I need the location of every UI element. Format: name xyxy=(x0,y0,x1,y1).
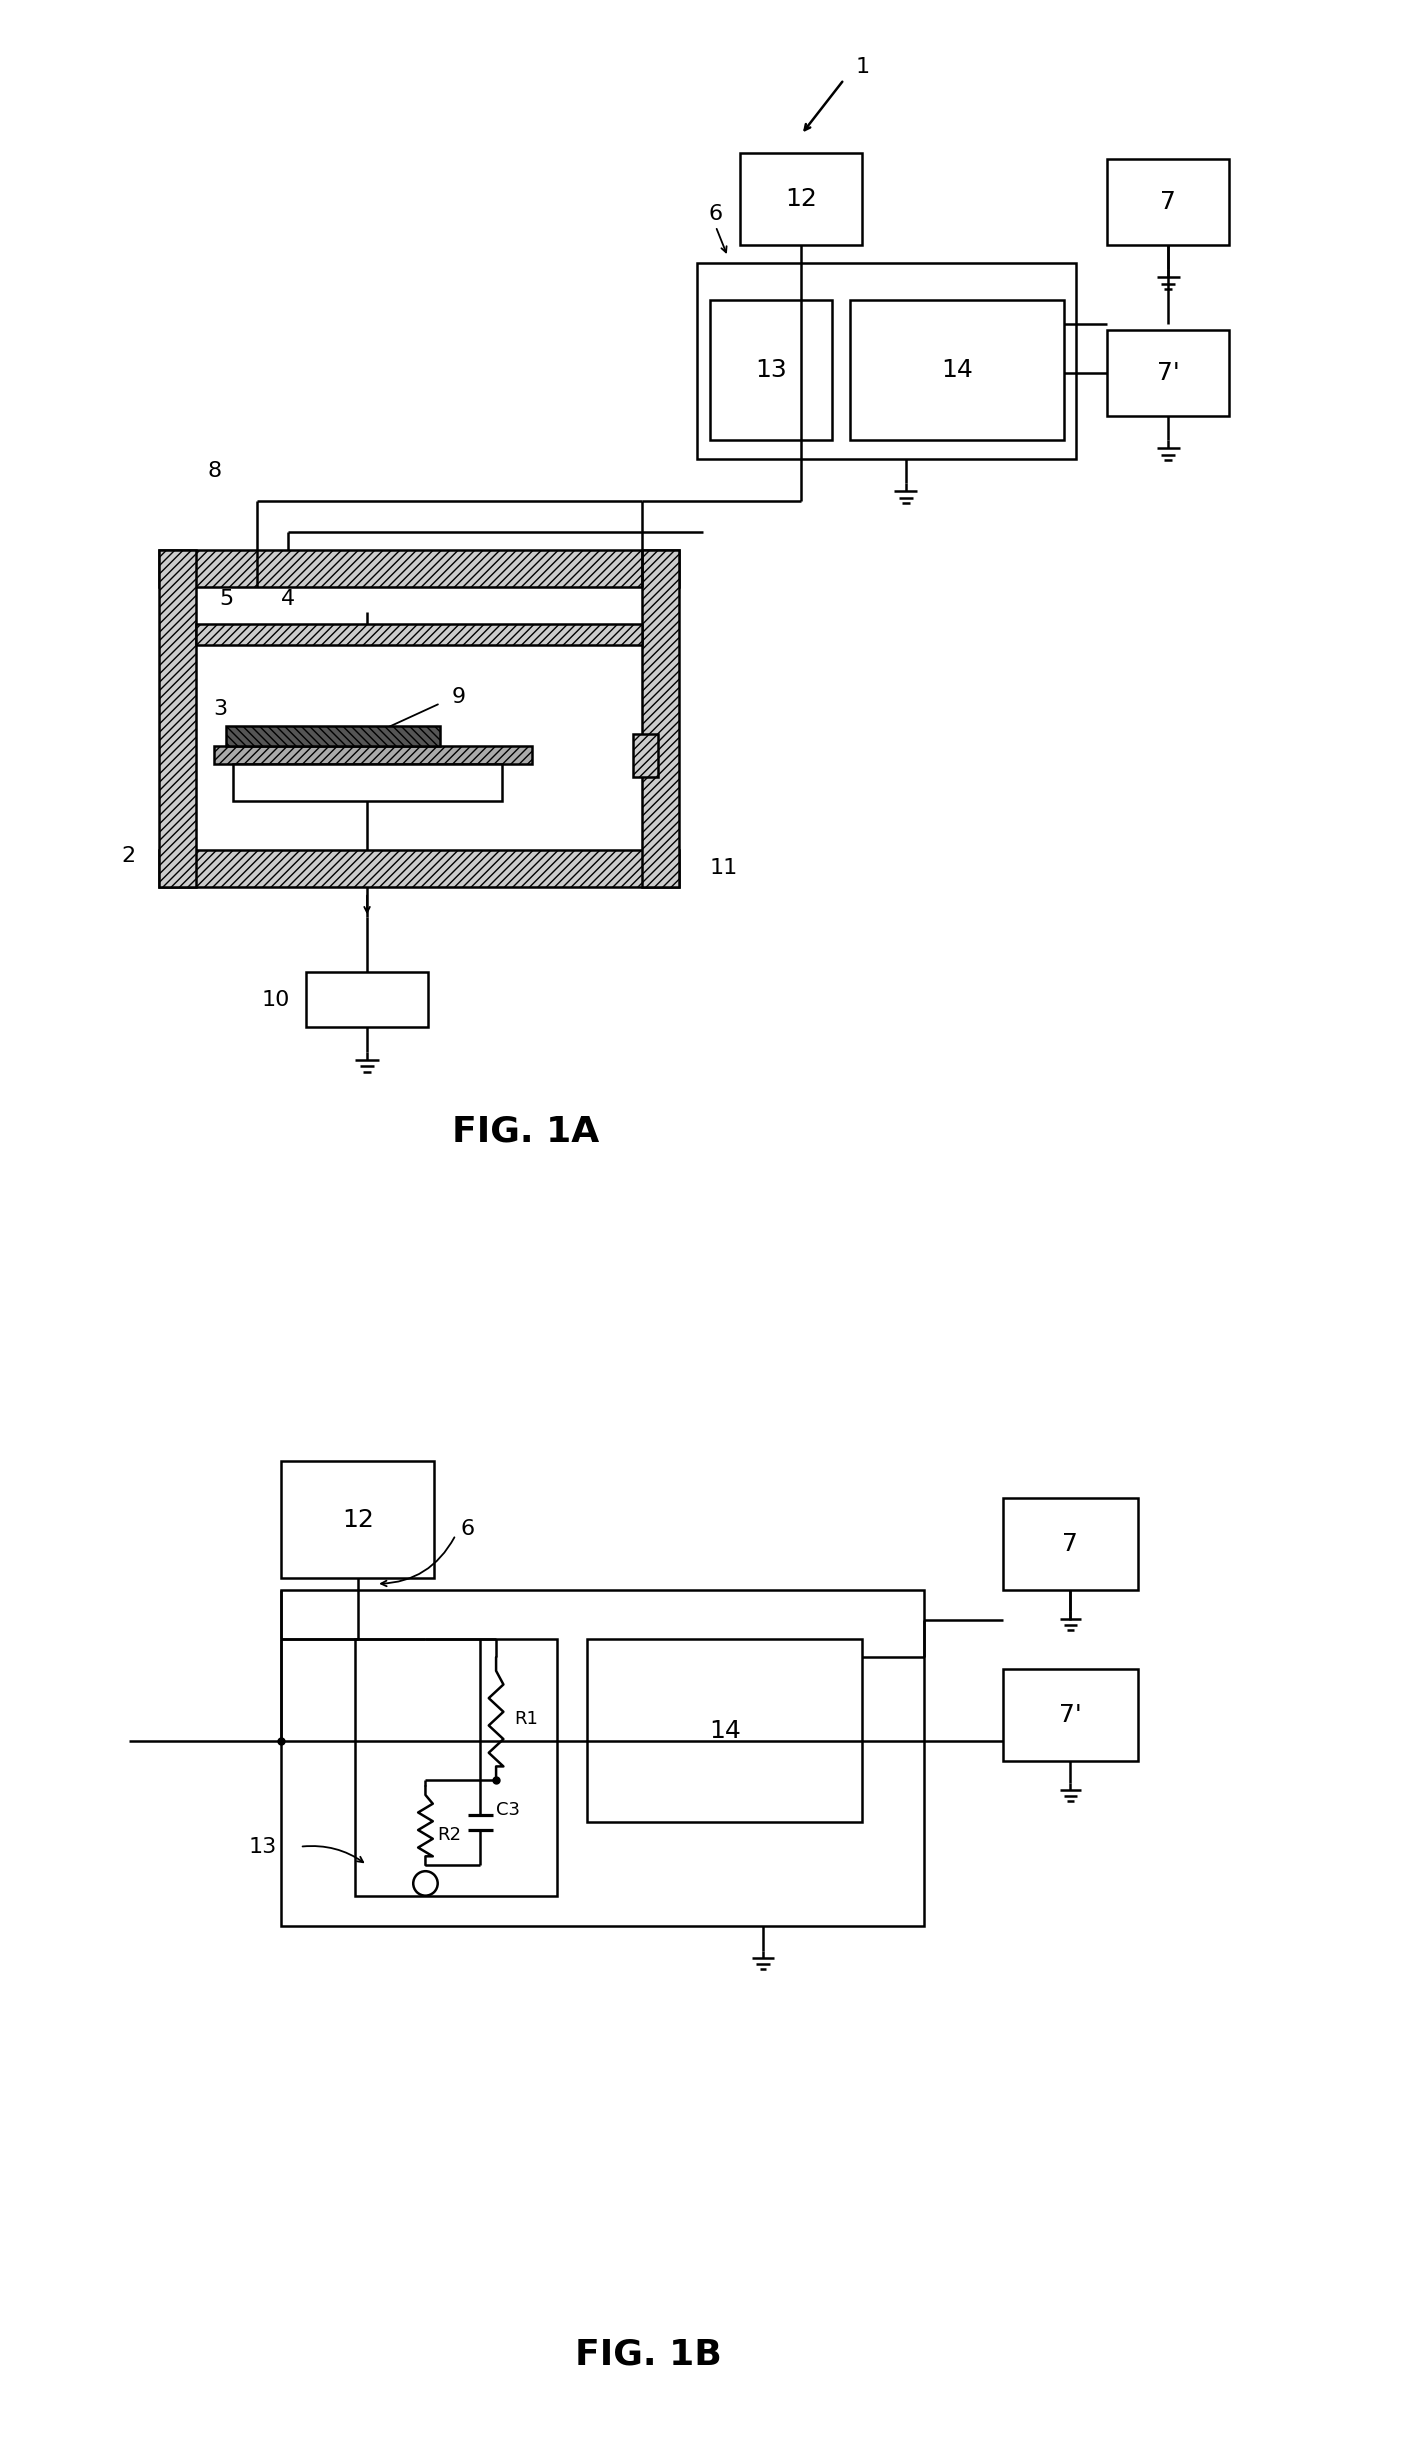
Text: 7: 7 xyxy=(1161,191,1176,213)
Text: FIG. 1A: FIG. 1A xyxy=(453,1115,600,1147)
Text: R2: R2 xyxy=(437,1825,461,1844)
Text: 11: 11 xyxy=(710,859,738,878)
Text: 8: 8 xyxy=(207,460,221,482)
Bar xyxy=(281,1460,434,1578)
Text: 6: 6 xyxy=(708,203,722,225)
Text: FIG. 1B: FIG. 1B xyxy=(575,2338,722,2370)
Text: 14: 14 xyxy=(710,1720,741,1742)
Bar xyxy=(697,264,1077,460)
Text: 9: 9 xyxy=(451,687,465,707)
Bar xyxy=(159,550,196,885)
Bar xyxy=(1107,330,1229,416)
Bar xyxy=(214,746,532,763)
Text: 2: 2 xyxy=(122,846,136,866)
Bar xyxy=(710,298,832,440)
Bar xyxy=(741,152,863,245)
Bar xyxy=(159,849,678,885)
Text: 5: 5 xyxy=(220,589,234,609)
Text: 13: 13 xyxy=(248,1837,277,1857)
Bar xyxy=(196,624,643,646)
Bar xyxy=(227,726,440,746)
Text: 12: 12 xyxy=(785,186,817,210)
Bar xyxy=(633,734,657,778)
Text: 10: 10 xyxy=(261,991,289,1010)
Text: 14: 14 xyxy=(941,357,973,382)
Bar xyxy=(1003,1497,1138,1590)
Bar xyxy=(850,298,1064,440)
Text: 7: 7 xyxy=(1063,1531,1078,1556)
Text: 1: 1 xyxy=(856,56,870,78)
Text: 4: 4 xyxy=(281,589,295,609)
Bar xyxy=(281,1590,924,1927)
Text: C3: C3 xyxy=(495,1800,519,1820)
Text: 3: 3 xyxy=(213,700,227,719)
Text: 12: 12 xyxy=(342,1507,373,1531)
Text: 7': 7' xyxy=(1156,362,1179,384)
Text: 7': 7' xyxy=(1059,1702,1081,1727)
Bar xyxy=(1107,159,1229,245)
Bar xyxy=(643,550,678,885)
Bar xyxy=(233,763,501,802)
Bar xyxy=(307,971,429,1027)
Text: R1: R1 xyxy=(515,1710,538,1727)
Text: 13: 13 xyxy=(755,357,786,382)
Bar xyxy=(355,1639,556,1896)
Bar xyxy=(587,1639,863,1822)
Bar xyxy=(196,587,643,851)
Text: 6: 6 xyxy=(461,1519,475,1539)
Bar xyxy=(159,550,678,587)
Bar xyxy=(1003,1668,1138,1761)
